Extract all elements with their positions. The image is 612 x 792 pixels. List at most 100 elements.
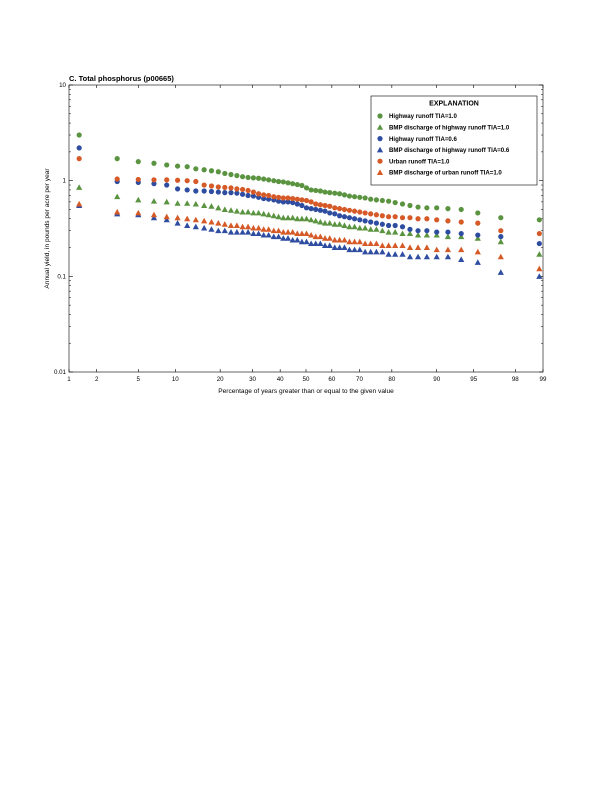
data-point-circle [368,219,374,225]
data-point-circle [399,224,406,230]
data-point-circle [201,188,207,194]
data-point-triangle [399,230,406,237]
data-point-circle [151,177,157,183]
legend-marker [377,158,383,164]
data-point-circle [303,205,310,211]
data-points [76,132,543,279]
data-point-triangle [208,203,215,209]
data-point-triangle [303,230,310,237]
legend-marker [376,146,384,153]
data-point-circle [208,188,215,195]
data-point-circle [458,206,464,213]
data-point-circle [322,189,328,195]
x-tick-label: 1 [67,376,71,383]
data-point-circle [228,171,234,178]
data-point-triangle [458,246,465,253]
data-point-circle [234,190,240,196]
data-point-triangle [303,238,310,245]
data-point-triangle [346,223,353,230]
data-point-triangle [150,214,158,221]
x-tick-label: 99 [540,376,547,383]
data-point-triangle [392,228,399,235]
x-axis: 1 2 5 10 20 30 40 50 60 70 80 90 95 98 99 [67,85,547,383]
legend-marker [376,169,384,175]
data-point-triangle [362,240,369,247]
data-point-circle [399,215,406,221]
data-point-triangle [423,253,430,260]
data-point-circle [266,192,272,199]
data-point-triangle [444,233,452,240]
data-point-triangle [163,213,170,220]
data-point-triangle [270,212,277,219]
data-point-circle [201,167,207,173]
data-point-triangle [346,238,353,245]
series-3 [76,202,543,279]
data-point-triangle [406,253,414,260]
data-point-circle [255,175,262,181]
chart-title: C. Total phosphorus (p00665) [69,74,174,83]
data-point-triangle [379,248,386,255]
data-point-circle [222,190,228,196]
data-point-triangle [458,233,465,240]
data-point-triangle [184,215,191,222]
data-point-circle [201,182,207,188]
legend-item-label: BMP discharge of urban runoff TIA=1.0 [389,170,502,177]
data-point-circle [351,208,358,214]
data-point-circle [285,180,291,186]
data-point-triangle [260,231,267,238]
x-tick-label: 30 [249,376,256,383]
data-point-triangle [399,251,406,257]
data-point-circle [498,215,504,221]
data-point-triangle [294,215,301,222]
data-point-circle [407,202,413,209]
data-point-triangle [497,253,504,260]
data-point-circle [346,193,353,199]
data-point-triangle [367,226,374,232]
data-point-triangle [192,216,199,223]
data-point-triangle [215,204,222,211]
data-point-triangle [308,240,315,247]
data-point-circle [322,202,328,209]
y-axis-label: Annual yield, in pounds per acre per yea… [44,168,51,289]
data-point-triangle [341,222,348,228]
data-point-triangle [255,209,262,216]
data-point-circle [379,221,385,227]
data-point-triangle [414,253,422,260]
data-point-triangle [270,227,277,234]
data-point-triangle [326,235,333,241]
data-point-triangle [201,224,208,231]
data-point-circle [285,199,291,205]
data-point-circle [445,229,451,235]
data-point-circle [245,192,251,199]
data-point-circle [407,215,413,221]
data-point-circle [215,169,221,175]
legend-title: EXPLANATION [429,101,479,108]
data-point-triangle [341,236,348,243]
data-point-triangle [536,251,543,257]
data-point-triangle [406,230,414,237]
data-point-triangle [294,236,301,243]
data-point-circle [327,203,333,209]
data-point-circle [386,198,392,204]
data-point-circle [174,177,181,183]
x-tick-label: 98 [512,376,519,383]
data-point-triangle [239,228,246,235]
legend-marker [376,124,384,130]
data-point-triangle [184,222,191,228]
data-point-circle [215,189,221,195]
legend-item: BMP discharge of highway runoff TIA=0.6 [376,146,510,154]
data-point-circle [280,195,286,201]
data-point-triangle [233,208,240,214]
data-point-triangle [308,231,315,238]
data-point-circle [341,214,348,220]
data-point-circle [234,186,240,192]
data-point-triangle [163,216,170,223]
data-point-triangle [497,269,504,275]
data-point-circle [399,201,406,207]
data-point-circle [184,178,190,184]
data-point-triangle [336,221,343,227]
data-point-circle [303,185,310,191]
series-0 [76,132,542,223]
data-point-circle [475,210,481,216]
x-tick-label: 10 [172,376,179,383]
